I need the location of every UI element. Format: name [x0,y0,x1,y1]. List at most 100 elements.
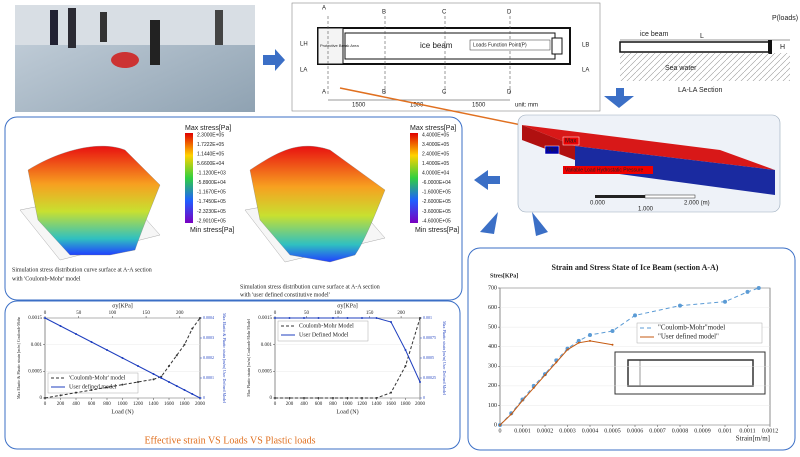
legend-label: User defined model [69,383,117,390]
y-tick-label: 0.0015 [258,316,272,321]
x-tick-label: 0.0011 [739,428,755,434]
dim: 1500 [410,103,424,109]
caption: with 'user defined constitutive model' [240,291,330,298]
point [274,397,276,399]
y-tick-label: 500 [488,325,497,331]
label: Loads Function Point(P) [473,42,527,48]
x-tick-label: 0.0005 [604,428,621,434]
y-tick-label: 600 [488,305,497,311]
point [577,341,580,344]
mark: C [442,90,447,96]
scale: 2.000 (m) [684,201,710,207]
colorbar-label: 5.6600E+04 [197,161,224,167]
x-tick-label: 1600 [164,402,175,407]
label: Variable Load Hydrostatic Pressure [565,167,643,173]
colorbar-label: 1.1440E+05 [197,151,224,157]
y-axis-label: Stres[KPa] [490,273,518,279]
y-tick-label: 0 [40,396,43,401]
label: ice beam [420,41,453,50]
legend-label: "User defined model" [658,333,719,341]
point [288,317,291,319]
colorbar-label: -2.3230E+05 [197,209,226,215]
label: LA [582,68,589,74]
colorbar-label: -5.8900E+04 [197,180,226,186]
legend-label: Coulomb-Mohr Model [299,323,354,329]
colorbar-label: -4.6000E+05 [422,218,451,224]
point [59,325,62,327]
arrow [604,88,634,108]
point [191,393,194,395]
point [317,317,320,319]
y-tick-label: 200 [488,383,497,389]
point [168,381,170,383]
colorbar-title: Min stress[Pa] [415,227,459,234]
x2-tick-label: 0 [274,311,277,316]
x-tick-label: 1600 [386,402,397,407]
x-tick-label: 0 [44,402,47,407]
point [404,349,407,351]
surface-panel: Max stress[Pa] Min stress[Pa] Max stress… [4,116,463,301]
x-tick-label: 0.0004 [582,428,599,434]
point [555,361,558,364]
point [44,317,46,319]
x-axis-label: Strain[m/m] [736,435,770,443]
y2-tick-label: 0.0002 [203,355,214,360]
point [633,313,637,318]
x-tick-label: 0 [274,402,277,407]
y-tick-label: 0.001 [31,343,43,348]
x2-tick-label: 100 [109,311,117,316]
x-tick-label: 0.0012 [762,428,779,434]
legend-label: User Defined Model [299,331,349,338]
x-tick-label: 1800 [401,402,412,407]
point [361,397,363,399]
point [183,343,186,346]
colorbar-title: Max stress[Pa] [410,125,456,132]
point [168,365,170,367]
point [499,424,501,426]
point [390,391,392,394]
colorbar-label: 2.3000E+05 [197,132,224,138]
point [59,394,62,397]
colorbar-label: 4.0000E+04 [422,171,449,177]
y2-tick-label: 0 [423,395,425,400]
colorbar-label: -3.6000E+05 [422,209,451,215]
label: Sea water [665,65,697,72]
point [274,317,276,319]
point [90,389,93,391]
arrow [480,212,498,234]
x-axis-label: Load (N) [336,408,358,415]
colorbar-label: -2.6000E+05 [422,199,451,205]
point [375,317,378,319]
y2-tick-label: 0.0005 [423,355,434,360]
x-tick-label: 2000 [415,402,426,407]
x-tick-label: 0 [499,428,502,434]
mark: B [382,90,386,96]
point [521,399,524,402]
point [332,317,334,319]
point [532,386,535,389]
point [106,386,108,389]
point [544,374,546,377]
x2-tick-label: 150 [142,311,150,316]
y-tick-label: 0 [270,396,273,401]
y-tick-label: 300 [488,364,497,370]
point [191,327,194,330]
bottom-title: Effective strain VS Loads VS Plastic loa… [144,435,315,446]
x-tick-label: 1000 [343,402,354,407]
legend-box [277,320,369,342]
label: L [700,33,704,40]
point [175,354,178,357]
point [419,317,421,319]
point [152,373,155,375]
point [152,378,155,381]
x-tick-label: 0.0009 [694,428,711,434]
point [288,397,291,399]
point [510,413,513,416]
point [137,365,139,367]
point [303,317,305,319]
y-axis-label: Max Plastic strain [m/m] Coulomb-Mohr Mo… [246,318,251,396]
colorbar-title: Min stress[Pa] [190,227,234,234]
y2-axis-label: Max Plastic strain [m/m] User Defined Mo… [442,321,447,396]
x-tick-label: 0.0002 [537,428,554,434]
arrow [263,49,285,71]
